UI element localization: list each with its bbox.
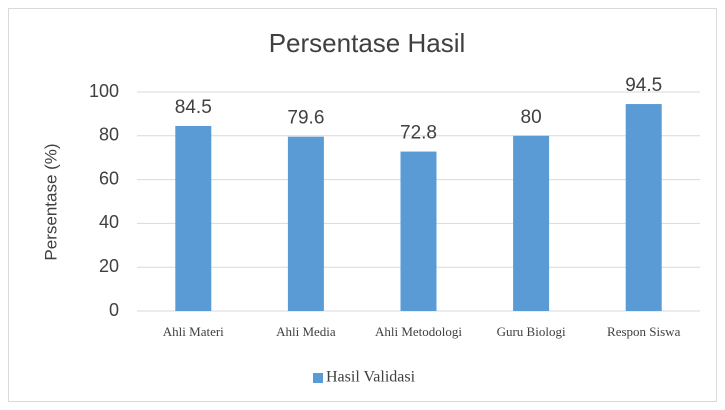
y-tick-label: 20 xyxy=(99,256,119,276)
x-tick-label: Ahli Metodologi xyxy=(375,324,462,339)
chart-frame xyxy=(8,8,717,402)
x-tick-label: Ahli Media xyxy=(276,324,336,339)
data-label: 84.5 xyxy=(175,97,212,118)
bar xyxy=(287,136,324,311)
y-tick-label: 60 xyxy=(99,168,119,188)
bar xyxy=(175,125,212,311)
data-label: 80 xyxy=(521,107,542,128)
y-tick-label: 40 xyxy=(99,212,119,232)
data-label: 79.6 xyxy=(287,108,324,129)
bar xyxy=(400,151,437,311)
data-label: 72.8 xyxy=(400,123,437,144)
x-tick-label: Respon Siswa xyxy=(607,324,681,339)
y-tick-label: 0 xyxy=(109,300,119,320)
y-tick-label: 100 xyxy=(89,81,119,101)
y-axis-label: Persentase (%) xyxy=(41,143,60,260)
chart-title: Persentase Hasil xyxy=(269,28,466,58)
x-tick-label: Guru Biologi xyxy=(497,324,566,339)
legend-label: Hasil Validasi xyxy=(326,369,416,386)
bar xyxy=(513,135,550,311)
data-label: 94.5 xyxy=(625,75,662,96)
legend-swatch xyxy=(313,373,323,383)
x-tick-label: Ahli Materi xyxy=(163,324,224,339)
y-tick-label: 80 xyxy=(99,125,119,145)
bar xyxy=(625,104,662,311)
